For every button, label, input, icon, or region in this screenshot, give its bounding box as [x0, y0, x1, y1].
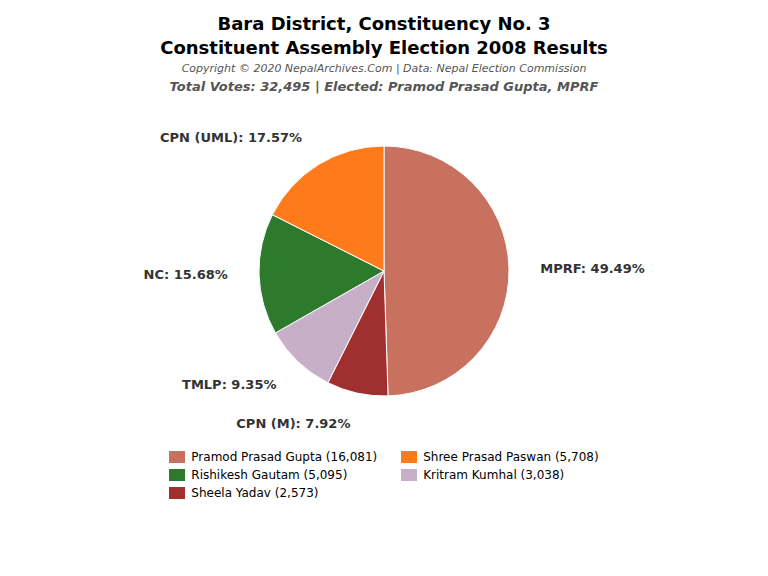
svg-text:NC: 15.68%: NC: 15.68% [144, 267, 228, 282]
svg-text:CPN (UML): 17.57%: CPN (UML): 17.57% [160, 130, 302, 145]
html-text:Kritram Kumhal (3,038): Kritram Kumhal (3,038) [423, 468, 565, 482]
html-text:Bara District, Constituency No: Bara District, Constituency No. 3 [217, 13, 551, 34]
html-text:Constituent Assembly Election: Constituent Assembly Election 2008 Resul… [160, 37, 608, 58]
html-text:Total Votes: 32,495 | Elected:: Total Votes: 32,495 | Elected: Pramod Pr… [169, 79, 599, 94]
html-text:Pramod Prasad Gupta (16,081): Pramod Prasad Gupta (16,081) [191, 450, 378, 464]
html-text:Shree Prasad Paswan (5,708): Shree Prasad Paswan (5,708) [423, 450, 599, 464]
svg-text:TMLP: 9.35%: TMLP: 9.35% [182, 377, 276, 392]
svg-text:CPN (M): 7.92%: CPN (M): 7.92% [236, 416, 350, 431]
html-text:Rishikesh Gautam (5,095): Rishikesh Gautam (5,095) [191, 468, 348, 482]
svg-text:MPRF: 49.49%: MPRF: 49.49% [540, 261, 645, 276]
html-text:Sheela Yadav (2,573): Sheela Yadav (2,573) [191, 486, 319, 500]
html-text:Copyright © 2020 NepalArchives: Copyright © 2020 NepalArchives.Com | Dat… [181, 62, 587, 75]
